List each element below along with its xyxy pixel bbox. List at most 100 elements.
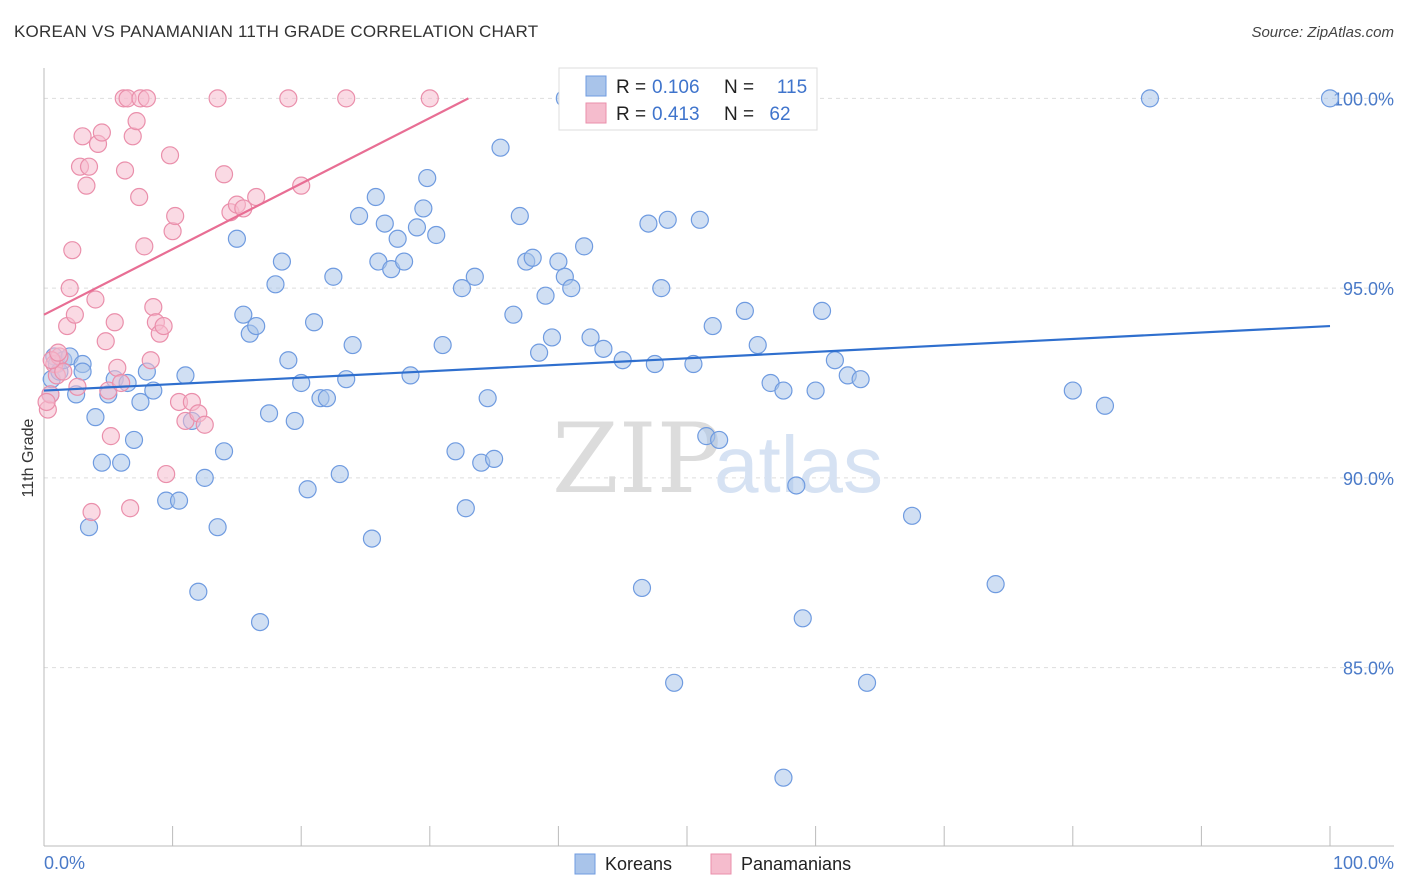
korean-point xyxy=(639,214,658,233)
koreans-trend-line xyxy=(43,324,1331,392)
panamanian-point xyxy=(73,127,92,146)
korean-point xyxy=(523,248,542,267)
legend-n-value-panamanians: 62 xyxy=(769,104,790,125)
legend-r-label-panamanians: R = xyxy=(616,104,646,125)
panamanian-point xyxy=(130,187,149,207)
panamanian-point xyxy=(77,176,96,195)
panamanian-point xyxy=(123,127,142,146)
x-tick-label-max: 100.0% xyxy=(1333,853,1394,873)
panamanian-point xyxy=(115,161,135,180)
korean-point xyxy=(266,275,285,294)
korean-point xyxy=(902,506,922,525)
trend-lines xyxy=(43,97,1331,392)
korean-point xyxy=(793,609,812,628)
korean-point xyxy=(684,354,703,374)
korean-point xyxy=(703,316,722,336)
panamanian-point xyxy=(121,499,140,518)
panamanian-point xyxy=(105,313,124,332)
source-credit: Source: ZipAtlas.com xyxy=(1251,24,1394,41)
korean-point xyxy=(73,362,92,381)
panamanian-point xyxy=(337,89,356,108)
korean-point xyxy=(227,229,246,248)
panamanian-point xyxy=(141,351,160,370)
korean-point xyxy=(465,267,484,286)
korean-point xyxy=(632,578,652,598)
korean-point xyxy=(169,491,189,510)
korean-point xyxy=(774,381,793,400)
panamanian-point xyxy=(420,89,439,108)
korean-point xyxy=(806,381,825,400)
korean-point xyxy=(575,237,594,256)
korean-point xyxy=(812,301,832,320)
series-legend-label-panamanians: Panamanians xyxy=(741,854,851,874)
korean-point xyxy=(549,252,568,271)
panamanian-point xyxy=(79,157,99,176)
korean-point xyxy=(1063,381,1082,400)
korean-point xyxy=(594,339,613,358)
korean-point xyxy=(279,351,298,370)
korean-point xyxy=(427,225,446,245)
panamanian-point xyxy=(112,373,131,393)
korean-point xyxy=(362,529,382,548)
korean-point xyxy=(86,408,105,427)
panamanian-point xyxy=(60,279,79,298)
korean-point xyxy=(710,430,729,450)
panamanian-point xyxy=(101,427,120,446)
legend-n-label-panamanians: N = xyxy=(724,104,754,125)
korean-point xyxy=(330,464,349,484)
y-tick-label: 100.0% xyxy=(1333,89,1394,109)
korean-point xyxy=(491,138,510,157)
axes xyxy=(43,68,1394,847)
panamanian-point xyxy=(137,89,156,108)
panamanian-point xyxy=(144,297,163,317)
korean-point xyxy=(337,370,356,389)
korean-point xyxy=(79,518,99,537)
korean-point xyxy=(504,305,523,324)
korean-point xyxy=(272,252,292,271)
series-legend-swatch-koreans xyxy=(574,853,596,875)
legend-n-value-koreans: 115 xyxy=(777,77,807,98)
korean-point xyxy=(542,328,562,347)
panamanian-point xyxy=(160,146,180,165)
korean-point xyxy=(658,210,677,229)
korean-point xyxy=(652,279,671,298)
korean-point xyxy=(189,582,208,601)
korean-point xyxy=(401,366,420,385)
panamanian-point xyxy=(63,241,82,260)
panamanian-point xyxy=(92,123,111,142)
korean-point xyxy=(388,229,407,248)
korean-point xyxy=(234,305,253,324)
korean-point xyxy=(366,187,385,207)
korean-point xyxy=(285,411,304,431)
korean-point xyxy=(247,316,266,336)
korean-point xyxy=(208,518,227,537)
panamanian-point xyxy=(208,89,227,108)
watermark-atlas: atlas xyxy=(714,420,883,509)
panamanians-points xyxy=(37,89,439,522)
korean-point xyxy=(407,218,427,237)
korean-point xyxy=(1095,396,1115,415)
korean-point xyxy=(250,612,270,632)
korean-point xyxy=(298,480,317,499)
korean-point xyxy=(446,442,465,461)
korean-point xyxy=(787,476,806,495)
y-tick-label: 85.0% xyxy=(1343,659,1394,679)
panamanian-point xyxy=(135,237,154,256)
panamanian-point xyxy=(37,392,56,412)
korean-point xyxy=(343,335,362,355)
x-ticks xyxy=(43,826,1331,846)
korean-point xyxy=(452,279,472,298)
korean-point xyxy=(536,286,555,305)
panamanian-point xyxy=(49,343,68,362)
korean-point xyxy=(214,442,234,461)
korean-point xyxy=(433,335,452,355)
korean-point xyxy=(112,453,131,472)
korean-point xyxy=(131,392,150,412)
panamanian-point xyxy=(154,316,173,336)
korean-point xyxy=(562,279,581,298)
chart-title: KOREAN VS PANAMANIAN 11TH GRADE CORRELAT… xyxy=(14,22,539,41)
korean-point xyxy=(418,168,437,188)
korean-point xyxy=(825,351,844,370)
korean-point xyxy=(304,313,324,332)
